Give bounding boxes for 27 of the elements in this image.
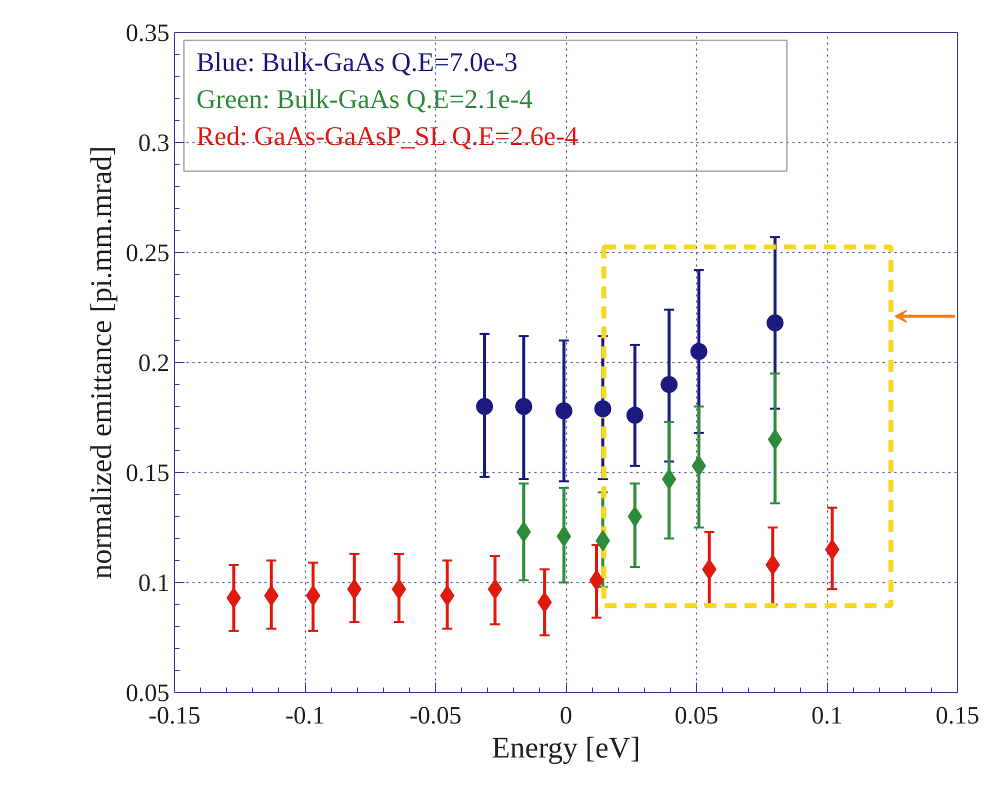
x-tick-label: -0.05	[409, 702, 462, 730]
y-tick-label: 0.3	[138, 130, 170, 157]
y-tick-label: 0.2	[138, 350, 170, 377]
y-tick-label: 0.15	[126, 460, 170, 487]
x-tick-label: 0.05	[674, 702, 718, 730]
y-tick-label: 0.1	[138, 570, 170, 597]
point	[515, 398, 532, 415]
x-tick-label: 0.15	[936, 702, 980, 730]
point	[690, 343, 708, 360]
x-axis-title: Energy [eV]	[492, 732, 640, 764]
point	[555, 402, 572, 420]
point	[768, 429, 782, 450]
point	[628, 506, 642, 527]
y-tick-label: 0.25	[126, 240, 170, 267]
point	[766, 314, 784, 332]
point	[594, 400, 612, 418]
text: Green: Bulk-GaAs Q.E=2.1e-4	[196, 84, 534, 114]
x-tick-label: 0	[560, 702, 572, 730]
text: Red: GaAs-GaAsP_SL Q.E=2.6e-4	[196, 121, 579, 152]
point	[476, 398, 494, 415]
x-tick-label: 0.1	[811, 702, 843, 730]
point	[660, 376, 678, 393]
point	[626, 406, 644, 424]
x-tick-label: -0.1	[285, 702, 325, 730]
y-axis-title: normalized emittance [pi.mm.mrad]	[84, 146, 118, 580]
y-tick-label: 0.35	[126, 20, 170, 47]
text: Blue: Bulk-GaAs Q.E=7.0e-3	[196, 47, 518, 78]
